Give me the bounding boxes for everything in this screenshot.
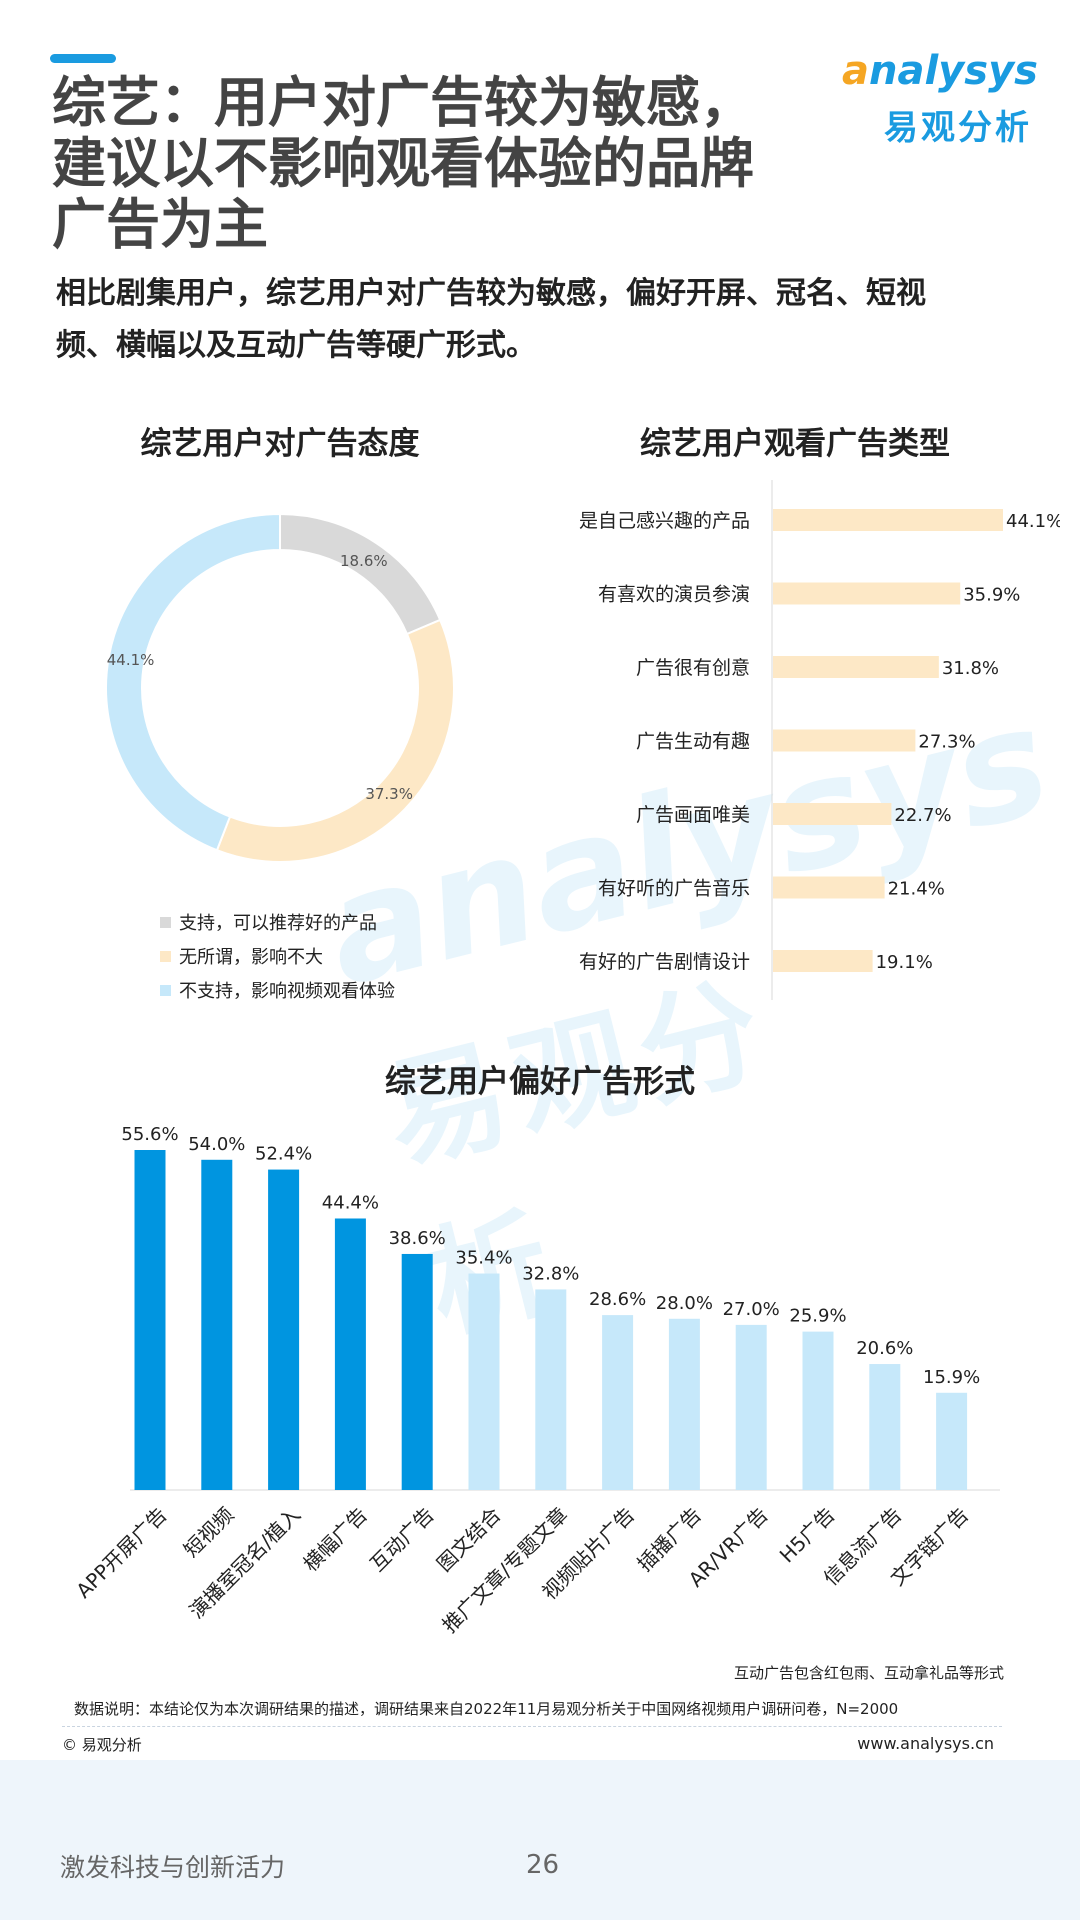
donut-value-label: 44.1% [107, 651, 155, 669]
footnote: 互动广告包含红包雨、互动拿礼品等形式 [733, 1664, 1004, 1682]
vbar-bar [668, 1318, 700, 1490]
vbar-bar [602, 1315, 634, 1490]
vbar-bar [869, 1364, 901, 1490]
analysys-logo: analysys 易观分析 [842, 48, 1042, 148]
title-line: 建议以不影响观看体验的品牌 [52, 132, 754, 195]
slogan: 激发科技与创新活力 [60, 1853, 286, 1882]
legend-item: 支持，可以推荐好的产品 [160, 905, 395, 939]
vbar-category-label: APP开屏广告 [71, 1503, 171, 1603]
vbar-value-label: 54.0% [188, 1134, 245, 1155]
vbar-bar [201, 1159, 233, 1490]
subtitle-line: 频、横幅以及互动广告等硬广形式。 [56, 328, 536, 363]
vbar-bar [936, 1392, 968, 1490]
website-link[interactable]: www.analysys.cn [857, 1734, 994, 1753]
copyright: © 易观分析 [62, 1736, 142, 1754]
vbar-category-label: 推广文章/专题文章 [437, 1503, 572, 1638]
logo-cn-text: 易观分析 [884, 108, 1032, 148]
donut-legend: 支持，可以推荐好的产品 无所谓，影响不大 不支持，影响视频观看体验 [160, 905, 395, 1007]
hbar-bar [773, 656, 939, 678]
vbar-value-label: 38.6% [389, 1228, 446, 1249]
vbar-category-label: 横幅广告 [298, 1503, 372, 1577]
page-number: 26 [526, 1850, 560, 1880]
hbar-bar [773, 509, 1003, 531]
hbar-category-label: 广告生动有趣 [636, 731, 750, 753]
vbar-value-label: 28.0% [656, 1293, 713, 1314]
vbar-chart-title: 综艺用户偏好广告形式 [385, 1064, 695, 1100]
vbar-value-label: 27.0% [723, 1299, 780, 1320]
title-line: 综艺：用户对广告较为敏感， [52, 71, 754, 134]
legend-label: 支持，可以推荐好的产品 [179, 913, 377, 934]
hbar-category-label: 有好听的广告音乐 [598, 878, 750, 900]
legend-label: 不支持，影响视频观看体验 [179, 981, 395, 1002]
hbar-bar [773, 729, 916, 752]
page-subtitle: 相比剧集用户，综艺用户对广告较为敏感，偏好开屏、冠名、短视 频、横幅以及互动广告… [56, 268, 1016, 372]
vbar-value-label: 20.6% [856, 1338, 913, 1359]
vbar-value-label: 55.6% [121, 1124, 178, 1145]
vbar-value-label: 15.9% [923, 1367, 980, 1388]
legend-label: 无所谓，影响不大 [179, 947, 323, 968]
vbar-bar [468, 1273, 500, 1490]
divider [62, 1726, 1002, 1727]
donut-chart-title: 综艺用户对广告态度 [140, 426, 420, 462]
legend-item: 无所谓，影响不大 [160, 939, 395, 973]
vbar-value-label: 32.8% [522, 1263, 579, 1284]
vbar-category-label: H5广告 [775, 1503, 840, 1568]
hbar-value-label: 31.8% [942, 658, 999, 679]
data-note: 数据说明：本结论仅为本次调研结果的描述，调研结果来自2022年11月易观分析关于… [74, 1700, 899, 1718]
page-title: 综艺：用户对广告较为敏感， 建议以不影响观看体验的品牌 广告为主 [52, 72, 832, 255]
hbar-bar [773, 876, 885, 899]
hbar-bar [773, 950, 873, 972]
vbar-category-label: 互动广告 [365, 1503, 439, 1577]
accent-bar [50, 54, 116, 63]
hbar-value-label: 19.1% [876, 952, 933, 973]
vbar-value-label: 44.4% [322, 1192, 379, 1213]
hbar-value-label: 35.9% [963, 585, 1020, 606]
hbar-value-label: 21.4% [888, 879, 945, 900]
footer-background [0, 1760, 1080, 1920]
vbar-bar [268, 1169, 300, 1490]
legend-swatch [160, 984, 171, 996]
hbar-bar [773, 582, 961, 605]
legend-swatch [160, 916, 171, 928]
vbar-bar [802, 1331, 834, 1490]
horizontal-bar-chart: 是自己感兴趣的产品 44.1% 有喜欢的演员参演 35.9% 广告很有创意 31.8% 广告… [579, 480, 1060, 1000]
vbar-value-label: 35.4% [455, 1248, 512, 1269]
hbar-category-label: 有好的广告剧情设计 [579, 951, 750, 973]
vbar-bar [735, 1324, 767, 1490]
vbar-value-label: 28.6% [589, 1289, 646, 1310]
hbar-value-label: 22.7% [894, 805, 951, 826]
hbar-chart-title: 综艺用户观看广告类型 [640, 426, 950, 462]
vbar-value-label: 52.4% [255, 1144, 312, 1165]
donut-value-label: 37.3% [365, 785, 413, 803]
vbar-bar [401, 1253, 433, 1490]
hbar-category-label: 是自己感兴趣的产品 [579, 510, 750, 532]
donut-value-label: 18.6% [340, 552, 388, 570]
title-line: 广告为主 [52, 193, 268, 256]
vbar-value-label: 25.9% [789, 1306, 846, 1327]
legend-swatch [160, 950, 171, 962]
vbar-bar [535, 1289, 567, 1490]
subtitle-line: 相比剧集用户，综艺用户对广告较为敏感，偏好开屏、冠名、短视 [56, 276, 926, 311]
logo-wordmark: analysys [842, 48, 1038, 94]
hbar-category-label: 有喜欢的演员参演 [598, 584, 750, 606]
hbar-category-label: 广告画面唯美 [636, 804, 750, 826]
donut-slice [105, 512, 281, 852]
donut-slice [279, 512, 442, 636]
vbar-category-label: 短视频 [179, 1503, 238, 1562]
vertical-bar-chart: 55.6%APP开屏广告54.0%短视频52.4%演播室冠名/植入44.4%横幅… [71, 1124, 1000, 1638]
hbar-category-label: 广告很有创意 [636, 657, 750, 679]
vbar-bar [334, 1218, 366, 1490]
legend-item: 不支持，影响视频观看体验 [160, 973, 395, 1007]
hbar-value-label: 44.1% [1006, 511, 1060, 532]
donut-chart: 18.6% 37.3% 44.1% [105, 512, 455, 863]
donut-slice [215, 618, 455, 863]
hbar-bar [773, 803, 892, 825]
vbar-bar [134, 1150, 166, 1490]
hbar-value-label: 27.3% [918, 732, 975, 753]
